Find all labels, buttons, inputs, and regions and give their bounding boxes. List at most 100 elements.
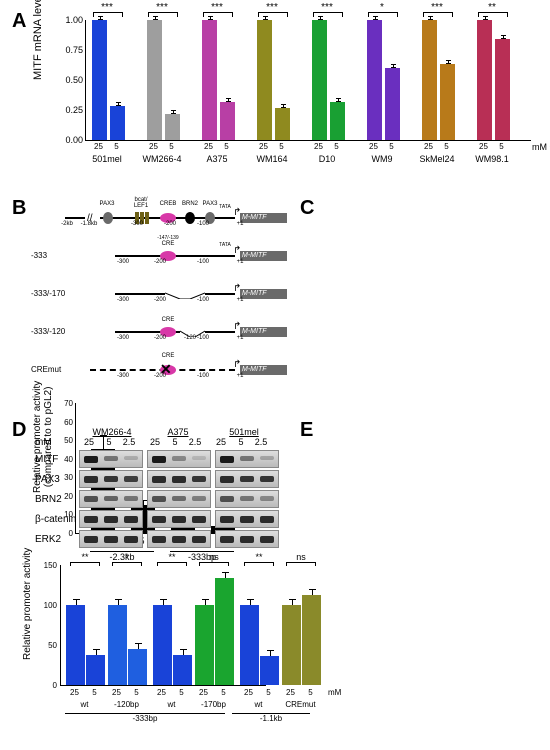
- chart-e-sigline: [286, 562, 316, 566]
- blot-conc: 2.5: [185, 437, 205, 448]
- blot-band: [240, 516, 254, 523]
- blot-row: PAX3: [35, 470, 295, 488]
- promoter-row: -333/-120 CRE ↱ M-MITF -300 -200 -100 +1…: [35, 317, 295, 345]
- chart-a-grouplabel: SkMel24: [415, 154, 459, 164]
- promoter-row: CREmut ✕ CRE ↱ M-MITF -300 -200 -100 +1: [35, 355, 295, 383]
- blot-image: [79, 530, 143, 548]
- panel-a: A MITF mRNA levels 0.000.250.500.751.00 …: [10, 10, 540, 185]
- panel-b-label: B: [12, 197, 26, 220]
- sig-stars: ***: [85, 2, 129, 13]
- chart-a-xlabel: 25: [256, 142, 271, 151]
- blot-protein-label: β-catenin: [35, 514, 79, 525]
- chart-a-bar: [202, 20, 217, 140]
- promoter-row: // PAX3 bcat/LEF1 CREB BRN2 PAX3 TATA ↱ …: [35, 203, 295, 231]
- promoter-row-label: -333: [31, 251, 47, 260]
- chart-e-xlabel: 5: [301, 688, 320, 697]
- blot-band: [124, 456, 138, 460]
- chart-a-bar: [330, 102, 345, 140]
- blot-band: [84, 516, 98, 523]
- blot-band: [220, 476, 234, 483]
- chart-a-ytick: 1.00: [65, 15, 83, 25]
- chart-e-bar: [86, 655, 105, 685]
- chart-a-bar: [147, 20, 162, 140]
- chart-e-sig: ns: [197, 552, 231, 562]
- chart-a-bar: [422, 20, 437, 140]
- panel-e-label: E: [300, 419, 313, 442]
- chart-e-ytick: 150: [42, 561, 57, 570]
- chart-a-xlabel: 5: [219, 142, 234, 151]
- blot-conc: 25: [145, 437, 165, 448]
- chart-e-unit: mM: [328, 688, 341, 697]
- sig-stars: ***: [250, 2, 294, 13]
- chart-e-bar: [282, 605, 301, 685]
- chart-a-grouplabel: WM9: [360, 154, 404, 164]
- chart-e-wt-label: wt: [152, 700, 191, 709]
- chart-e-xlabel: 5: [127, 688, 146, 697]
- blot-band: [152, 536, 166, 543]
- chart-a-grouplabel: WM98.1: [470, 154, 514, 164]
- chart-e-wt-label: wt: [65, 700, 104, 709]
- sig-stars: **: [470, 2, 514, 13]
- blot-band: [172, 476, 186, 483]
- chart-a-bar: [440, 64, 455, 140]
- chart-e-mut-label: -120bp: [107, 700, 146, 709]
- blot-conc-row: mM2552.52552.52552.5: [35, 437, 295, 448]
- blot-protein-label: BRN2: [35, 494, 79, 505]
- blot-band: [84, 456, 98, 463]
- chart-e-xlabel: 25: [65, 688, 84, 697]
- chart-a-plot: [85, 20, 531, 141]
- chart-e-sigline: [70, 562, 100, 566]
- blot-image: [147, 530, 211, 548]
- chart-a-unit: mM Glucose: [532, 142, 550, 152]
- blot-conc: 5: [165, 437, 185, 448]
- blot-band: [260, 476, 274, 482]
- blot-row: BRN2: [35, 490, 295, 508]
- chart-a-xlabel: 25: [366, 142, 381, 151]
- chart-a-grouplabel: WM266-4: [140, 154, 184, 164]
- blot-band: [152, 456, 166, 463]
- blot-band: [192, 496, 206, 501]
- blot-image: [79, 450, 143, 468]
- chart-a-xlabel: 25: [201, 142, 216, 151]
- chart-e-mut-label: CREmut: [281, 700, 320, 709]
- chart-a: MITF mRNA levels 0.000.250.500.751.00 **…: [40, 10, 540, 170]
- chart-a-xlabel: 5: [109, 142, 124, 151]
- blot-image: [147, 450, 211, 468]
- chart-e-bar: [173, 655, 192, 685]
- blot-cellline: A375: [145, 427, 211, 437]
- chart-e-sig: **: [242, 552, 276, 562]
- blot-band: [240, 536, 254, 543]
- blot-band: [124, 516, 138, 523]
- chart-e-xlabel: 5: [172, 688, 191, 697]
- chart-a-xlabel: 5: [494, 142, 509, 151]
- chart-a-grouplabel: D10: [305, 154, 349, 164]
- blot-cellline: 501mel: [211, 427, 277, 437]
- chart-e-sigline: [199, 562, 229, 566]
- chart-a-bar: [110, 106, 125, 140]
- blot-band: [240, 476, 254, 482]
- blot-row: MITF: [35, 450, 295, 468]
- chart-e-xlabel: 25: [194, 688, 213, 697]
- chart-e-xlabel: 25: [281, 688, 300, 697]
- promoter-row-label: -333/-170: [31, 289, 65, 298]
- blot-image: [215, 450, 279, 468]
- blot-band: [152, 516, 166, 523]
- chart-e-xlabel: 5: [214, 688, 233, 697]
- promoter-row: -333/-170 ↱ M-MITF -300 -200 -100 +1: [35, 279, 295, 307]
- blot-band: [172, 496, 186, 501]
- chart-e-bottomgroup: -333bp: [65, 713, 225, 723]
- chart-a-bar: [312, 20, 327, 140]
- chart-a-xlabel: 25: [421, 142, 436, 151]
- chart-e-bar: [195, 605, 214, 685]
- blot-cellline: WM266-4: [79, 427, 145, 437]
- chart-a-ylabel: MITF mRNA levels: [32, 0, 44, 80]
- blot-band: [220, 536, 234, 543]
- chart-a-grouplabel: A375: [195, 154, 239, 164]
- chart-e-xlabel: 5: [85, 688, 104, 697]
- blot-conc: 2.5: [119, 437, 139, 448]
- blot-band: [192, 476, 206, 482]
- blot-image: [215, 530, 279, 548]
- chart-e-mut-label: -170bp: [194, 700, 233, 709]
- chart-a-bar: [477, 20, 492, 140]
- blot-image: [147, 510, 211, 528]
